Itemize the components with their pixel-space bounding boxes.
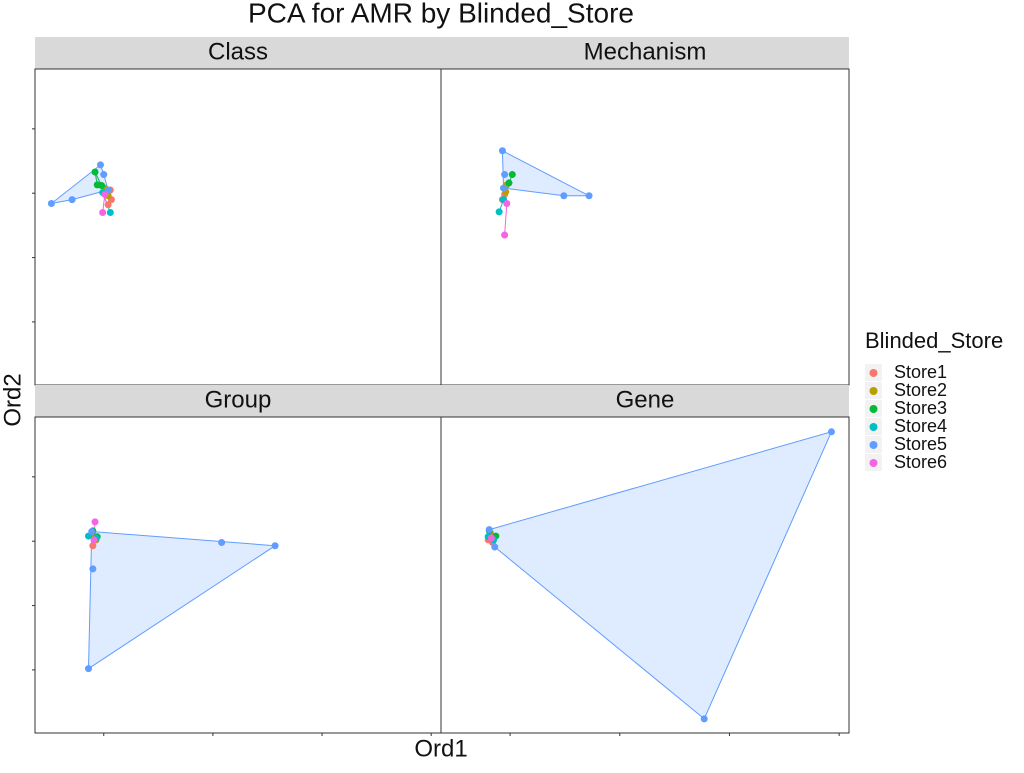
hull bbox=[504, 203, 508, 236]
point bbox=[585, 192, 593, 200]
point bbox=[700, 715, 708, 723]
panel-border bbox=[440, 68, 850, 386]
strip bbox=[441, 37, 849, 69]
facet-title: Class bbox=[208, 38, 268, 65]
point bbox=[99, 209, 107, 217]
point bbox=[218, 538, 226, 546]
panel-border bbox=[34, 68, 442, 386]
point bbox=[89, 565, 97, 573]
point bbox=[84, 665, 92, 673]
hull bbox=[488, 431, 833, 720]
point bbox=[491, 543, 499, 551]
point bbox=[495, 208, 503, 216]
point bbox=[498, 147, 506, 155]
point bbox=[89, 542, 97, 550]
point bbox=[104, 201, 112, 209]
point bbox=[500, 184, 508, 192]
legend-label: Store6 bbox=[894, 452, 947, 472]
point bbox=[827, 428, 835, 436]
point bbox=[560, 192, 568, 200]
point bbox=[90, 536, 98, 544]
strip bbox=[35, 37, 441, 69]
legend-label: Store1 bbox=[894, 362, 947, 382]
legend-label: Store2 bbox=[894, 380, 947, 400]
point bbox=[88, 528, 96, 536]
strip bbox=[35, 385, 441, 417]
legend-label: Store3 bbox=[894, 398, 947, 418]
x-axis-label: Ord1 bbox=[414, 735, 467, 762]
point bbox=[100, 171, 108, 179]
legend-key bbox=[869, 423, 878, 431]
y-axis-label: Ord2 bbox=[0, 373, 26, 426]
facet-title: Group bbox=[205, 386, 272, 413]
point bbox=[508, 171, 516, 179]
point bbox=[271, 542, 279, 550]
legend-title: Blinded_Store bbox=[865, 328, 1003, 353]
point bbox=[91, 168, 99, 176]
legend-key bbox=[869, 369, 878, 377]
legend-label: Store4 bbox=[894, 416, 947, 436]
chart-title: PCA for AMR by Blinded_Store bbox=[248, 0, 634, 28]
strip bbox=[441, 385, 849, 417]
facet-title: Mechanism bbox=[584, 38, 707, 65]
legend-key bbox=[869, 441, 878, 449]
point bbox=[106, 209, 114, 217]
panel-border bbox=[440, 416, 850, 734]
point bbox=[96, 161, 104, 169]
point bbox=[501, 231, 509, 239]
point bbox=[47, 200, 55, 208]
point bbox=[485, 526, 493, 534]
point bbox=[505, 179, 513, 187]
hull bbox=[87, 531, 277, 670]
point bbox=[501, 171, 509, 179]
point bbox=[503, 200, 511, 208]
point bbox=[91, 518, 99, 526]
point bbox=[68, 196, 76, 204]
legend-label: Store5 bbox=[894, 434, 947, 454]
legend-key bbox=[869, 387, 878, 395]
point bbox=[101, 190, 109, 198]
point bbox=[487, 534, 495, 542]
legend-key bbox=[869, 405, 878, 413]
point bbox=[98, 181, 106, 189]
legend-key bbox=[869, 459, 878, 467]
facet-title: Gene bbox=[616, 386, 675, 413]
